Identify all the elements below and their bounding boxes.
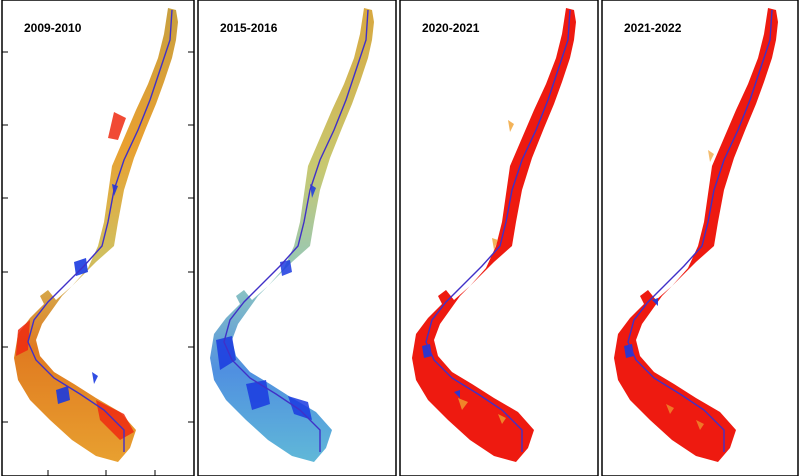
map-canvas bbox=[399, 0, 599, 476]
map-panel-2020-2021: 2020-2021 bbox=[398, 0, 600, 476]
period-label: 2015-2016 bbox=[220, 21, 278, 35]
map-panel-2015-2016: 2015-2016 bbox=[196, 0, 398, 476]
map-canvas bbox=[1, 0, 195, 476]
map-panel-2009-2010: 2009-2010 bbox=[0, 0, 196, 476]
map-canvas bbox=[601, 0, 799, 476]
river-corridor bbox=[210, 8, 374, 462]
river-corridor bbox=[14, 8, 178, 462]
river-line bbox=[27, 9, 173, 452]
period-label: 2009-2010 bbox=[24, 21, 82, 35]
river-line bbox=[627, 9, 773, 452]
period-label: 2020-2021 bbox=[422, 21, 480, 35]
blue-patches bbox=[422, 344, 460, 398]
map-canvas bbox=[197, 0, 397, 476]
blue-patches bbox=[624, 298, 658, 358]
river-line bbox=[425, 9, 571, 452]
tick-marks bbox=[2, 51, 194, 476]
river-corridor bbox=[412, 8, 576, 462]
river-line bbox=[223, 9, 369, 452]
period-label: 2021-2022 bbox=[624, 21, 682, 35]
river-corridor bbox=[614, 8, 778, 462]
map-panel-2021-2022: 2021-2022 bbox=[600, 0, 800, 476]
